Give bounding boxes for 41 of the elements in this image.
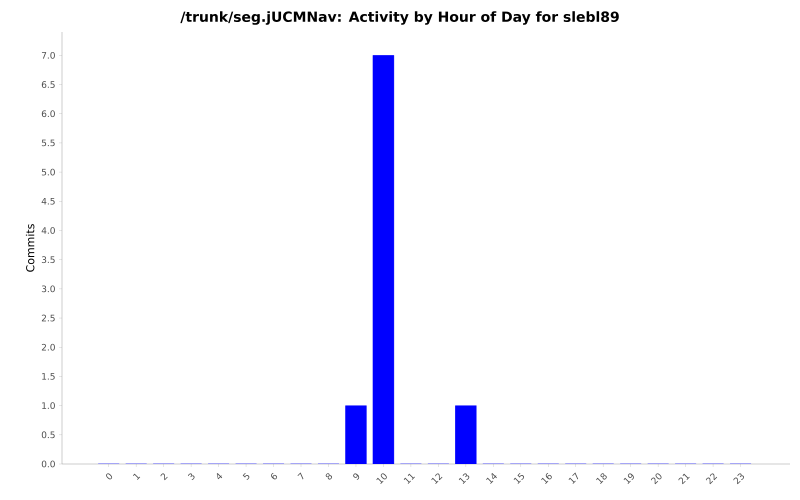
x-tick-label: 23 xyxy=(733,473,744,484)
x-tick-label: 10 xyxy=(376,473,387,484)
x-tick-label: 13 xyxy=(458,473,470,484)
x-tick-label: 21 xyxy=(678,474,690,484)
x-tick-label: 8 xyxy=(326,473,332,480)
y-tick-label: 6.5 xyxy=(42,81,55,88)
x-tick-label: 12 xyxy=(431,473,442,484)
x-tick-label: 15 xyxy=(514,472,524,484)
x-tick-label: 6 xyxy=(271,472,278,480)
x-tick-label: 7 xyxy=(297,472,304,480)
x-tick-label: 9 xyxy=(353,473,360,480)
y-tick-label: 1.0 xyxy=(42,402,55,410)
x-tick-label: 16 xyxy=(541,472,552,484)
x-tick-label: 5 xyxy=(242,472,250,480)
x-tick-label: 14 xyxy=(486,472,497,484)
y-tick-label: 5.0 xyxy=(42,168,55,176)
x-tick-label: 2 xyxy=(160,473,168,480)
x-tick-label: 11 xyxy=(404,474,415,484)
y-tick-label: 2.5 xyxy=(42,314,55,322)
x-tick-label: 22 xyxy=(706,473,718,484)
y-tick-label: 3.0 xyxy=(42,285,55,292)
x-tick-label: 4 xyxy=(216,472,222,480)
y-tick-label: 6.0 xyxy=(42,110,55,118)
x-tick-label: 18 xyxy=(596,473,607,484)
y-tick-label: 2.0 xyxy=(42,344,55,351)
y-tick-label: 3.5 xyxy=(42,256,55,264)
y-tick-label: 0.0 xyxy=(42,460,55,468)
y-tick-label: 4.0 xyxy=(42,227,55,234)
x-tick-label: 1 xyxy=(133,474,140,480)
chart-title: /trunk/seg.jUCMNav: Activity by Hour of Day for slebl89 xyxy=(180,11,619,25)
y-tick-label: 7.0 xyxy=(42,52,55,59)
y-tick-label: 5.5 xyxy=(42,140,55,146)
x-tick-label: 20 xyxy=(650,473,662,484)
x-tick-label: 0 xyxy=(106,473,112,480)
y-tick-label: 1.5 xyxy=(42,373,55,380)
x-tick-label: 17 xyxy=(568,472,578,484)
y-axis-title: Commits xyxy=(26,224,34,272)
x-tick-label: 19 xyxy=(624,473,634,484)
y-tick-label: 4.5 xyxy=(42,198,55,205)
x-tick-label: 3 xyxy=(188,473,195,480)
y-tick-label: 0.5 xyxy=(42,431,55,438)
